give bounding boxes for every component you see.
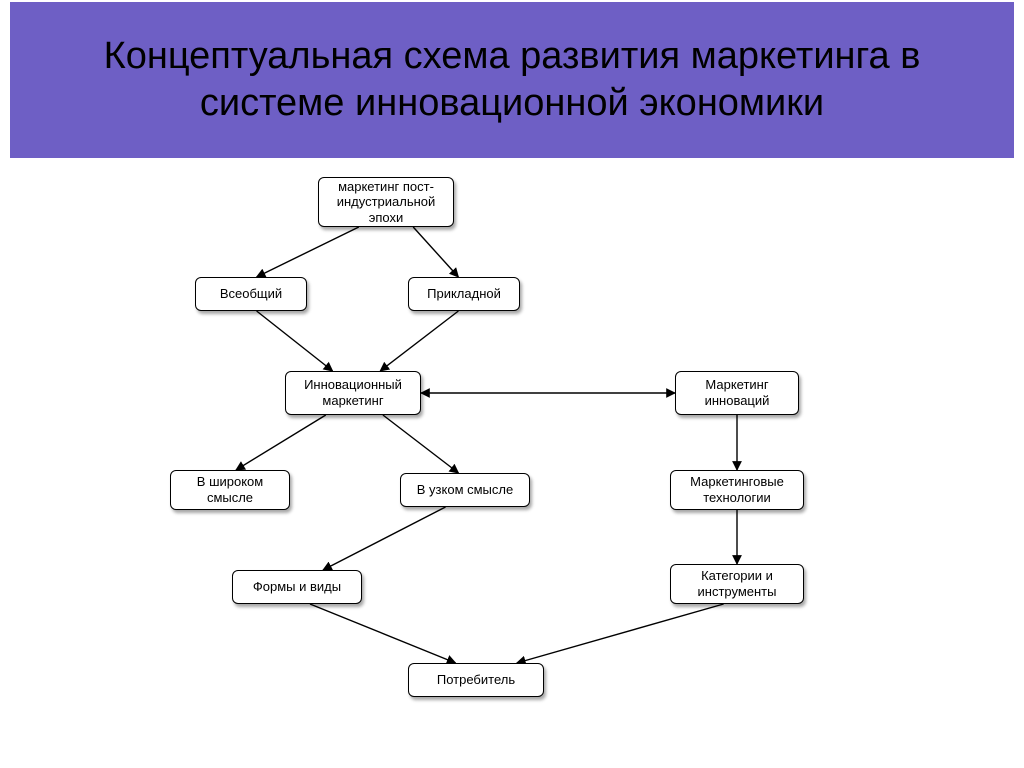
flowchart-edge — [257, 311, 333, 371]
flowchart-node: Всеобщий — [195, 277, 307, 311]
flowchart-edge — [413, 227, 458, 277]
flowchart-edge — [323, 507, 446, 570]
flowchart-node: Категории и инструменты — [670, 564, 804, 604]
flowchart-node: Маркетинг инноваций — [675, 371, 799, 415]
flowchart-edge — [310, 604, 456, 663]
flowchart-diagram: маркетинг пост-индустриальной эпохи Всеоб… — [0, 0, 1024, 768]
flowchart-edge — [383, 415, 459, 473]
flowchart-node: Потребитель — [408, 663, 544, 697]
flowchart-edge — [257, 227, 359, 277]
flowchart-node: Формы и виды — [232, 570, 362, 604]
flowchart-node: Маркетинговые технологии — [670, 470, 804, 510]
flowchart-edges-layer — [0, 0, 1024, 768]
flowchart-node: Прикладной — [408, 277, 520, 311]
flowchart-node: Инновационный маркетинг — [285, 371, 421, 415]
flowchart-node: маркетинг пост-индустриальной эпохи — [318, 177, 454, 227]
flowchart-edge — [236, 415, 326, 470]
flowchart-edge — [517, 604, 724, 663]
flowchart-edge — [380, 311, 458, 371]
flowchart-node: В узком смысле — [400, 473, 530, 507]
flowchart-node: В широком смысле — [170, 470, 290, 510]
